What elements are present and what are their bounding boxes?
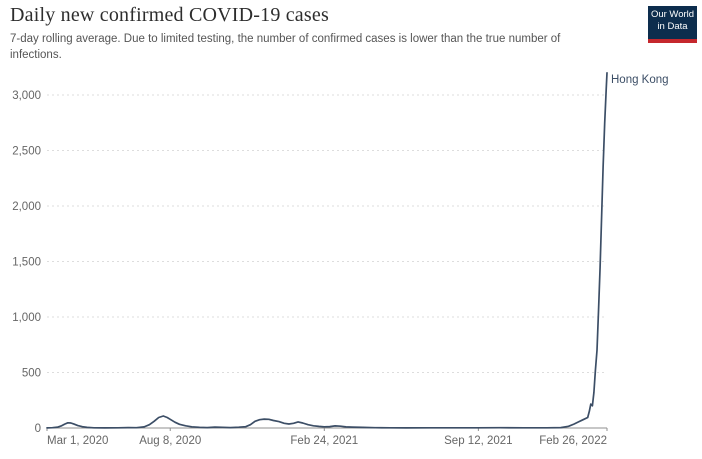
x-axis-tick-label: Mar 1, 2020 [47, 435, 108, 447]
owid-logo-line2: in Data [657, 20, 688, 32]
x-axis-tick-label: Feb 26, 2022 [539, 435, 607, 447]
y-axis-tick-label: 2,000 [12, 201, 41, 213]
chart-title: Daily new confirmed COVID-19 cases [10, 4, 329, 26]
y-axis-tick-label: 1,500 [12, 257, 41, 269]
chart-subtitle: 7-day rolling average. Due to limited te… [10, 33, 561, 62]
x-axis-tick-label: Feb 24, 2021 [290, 435, 358, 447]
y-axis-tick-label: 500 [22, 368, 41, 380]
y-axis-tick-label: 0 [35, 423, 41, 435]
chart-header: Daily new confirmed COVID-19 cases 7-day… [10, 4, 608, 63]
owid-logo[interactable]: Our World in Data [648, 6, 697, 43]
series-line[interactable] [46, 71, 608, 429]
owid-logo-line1: Our World [650, 9, 695, 20]
x-axis-tick-label: Sep 12, 2021 [444, 435, 512, 447]
y-axis-tick-label: 2,500 [12, 146, 41, 158]
y-axis-tick-label: 1,000 [12, 312, 41, 324]
y-axis-tick-label: 3,000 [12, 90, 41, 102]
x-axis-tick-label: Aug 8, 2020 [139, 435, 201, 447]
entity-label: Hong Kong [611, 74, 669, 86]
